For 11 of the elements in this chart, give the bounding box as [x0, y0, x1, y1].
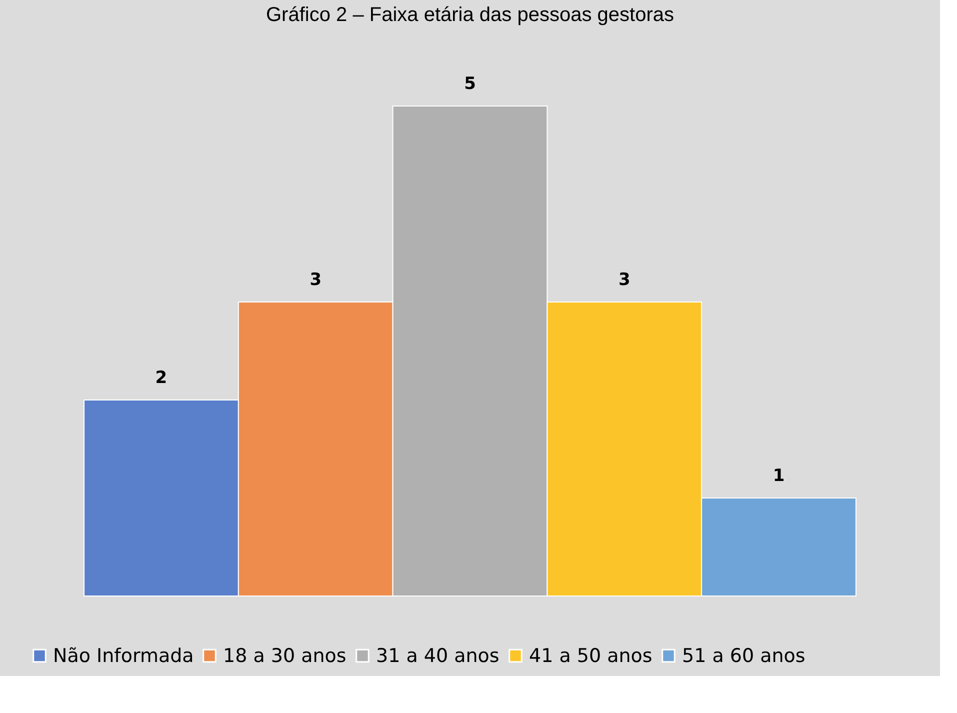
legend-label: 51 a 60 anos: [682, 644, 806, 667]
data-label: 3: [618, 270, 630, 290]
legend-label: 31 a 40 anos: [376, 644, 500, 667]
legend-label: 41 a 50 anos: [529, 644, 652, 667]
legend-label: Não Informada: [53, 644, 194, 667]
data-label: 1: [772, 466, 785, 486]
data-label: 2: [155, 368, 168, 388]
data-label: 5: [464, 74, 476, 94]
chart-title: Gráfico 2 – Faixa etária das pessoas gestoras: [266, 4, 674, 26]
data-label: 3: [310, 270, 322, 290]
legend-label: 18 a 30 anos: [223, 644, 346, 667]
